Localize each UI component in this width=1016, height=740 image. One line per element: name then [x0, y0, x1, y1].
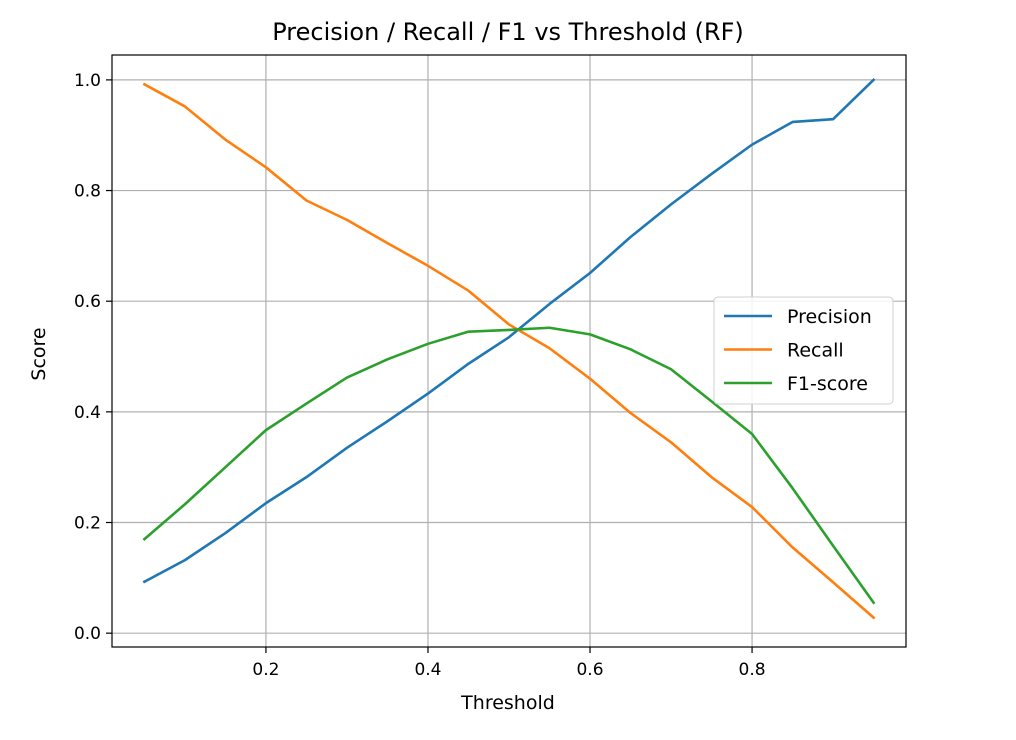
- y-axis-label: Score: [28, 327, 50, 380]
- series-line-recall: [142, 82, 876, 620]
- x-axis-label: Threshold: [460, 692, 555, 714]
- legend-label-recall: Recall: [787, 340, 844, 362]
- legend-label-precision: Precision: [787, 306, 872, 328]
- y-tick-label: 0.2: [74, 514, 101, 534]
- y-tick-label: 0.4: [74, 403, 101, 423]
- y-tick-label: 0.6: [74, 292, 101, 312]
- y-tick-label: 0.8: [74, 182, 101, 202]
- plot-frame: [111, 54, 907, 648]
- chart-title: Precision / Recall / F1 vs Threshold (RF…: [272, 18, 744, 46]
- x-tick-label: 0.4: [414, 660, 441, 680]
- x-tick-label: 0.8: [739, 660, 766, 680]
- legend-label-f1-score: F1-score: [787, 373, 868, 395]
- y-tick-label: 1.0: [74, 71, 101, 91]
- series-layer: [142, 78, 876, 620]
- y-tick-label: 0.0: [74, 624, 101, 644]
- series-line-f1-score: [142, 326, 876, 605]
- x-tick-label: 0.2: [252, 660, 279, 680]
- x-tick-label: 0.6: [576, 660, 603, 680]
- legend: Precision Recall F1-score: [713, 296, 894, 405]
- grid-layer: [112, 55, 906, 647]
- ticks-layer: 0.2 0.4 0.6 0.8 0.0 0.2 0.4 0.6 0.8 1.0: [74, 71, 766, 680]
- series-line-precision: [142, 78, 876, 584]
- legend-box: [713, 296, 894, 405]
